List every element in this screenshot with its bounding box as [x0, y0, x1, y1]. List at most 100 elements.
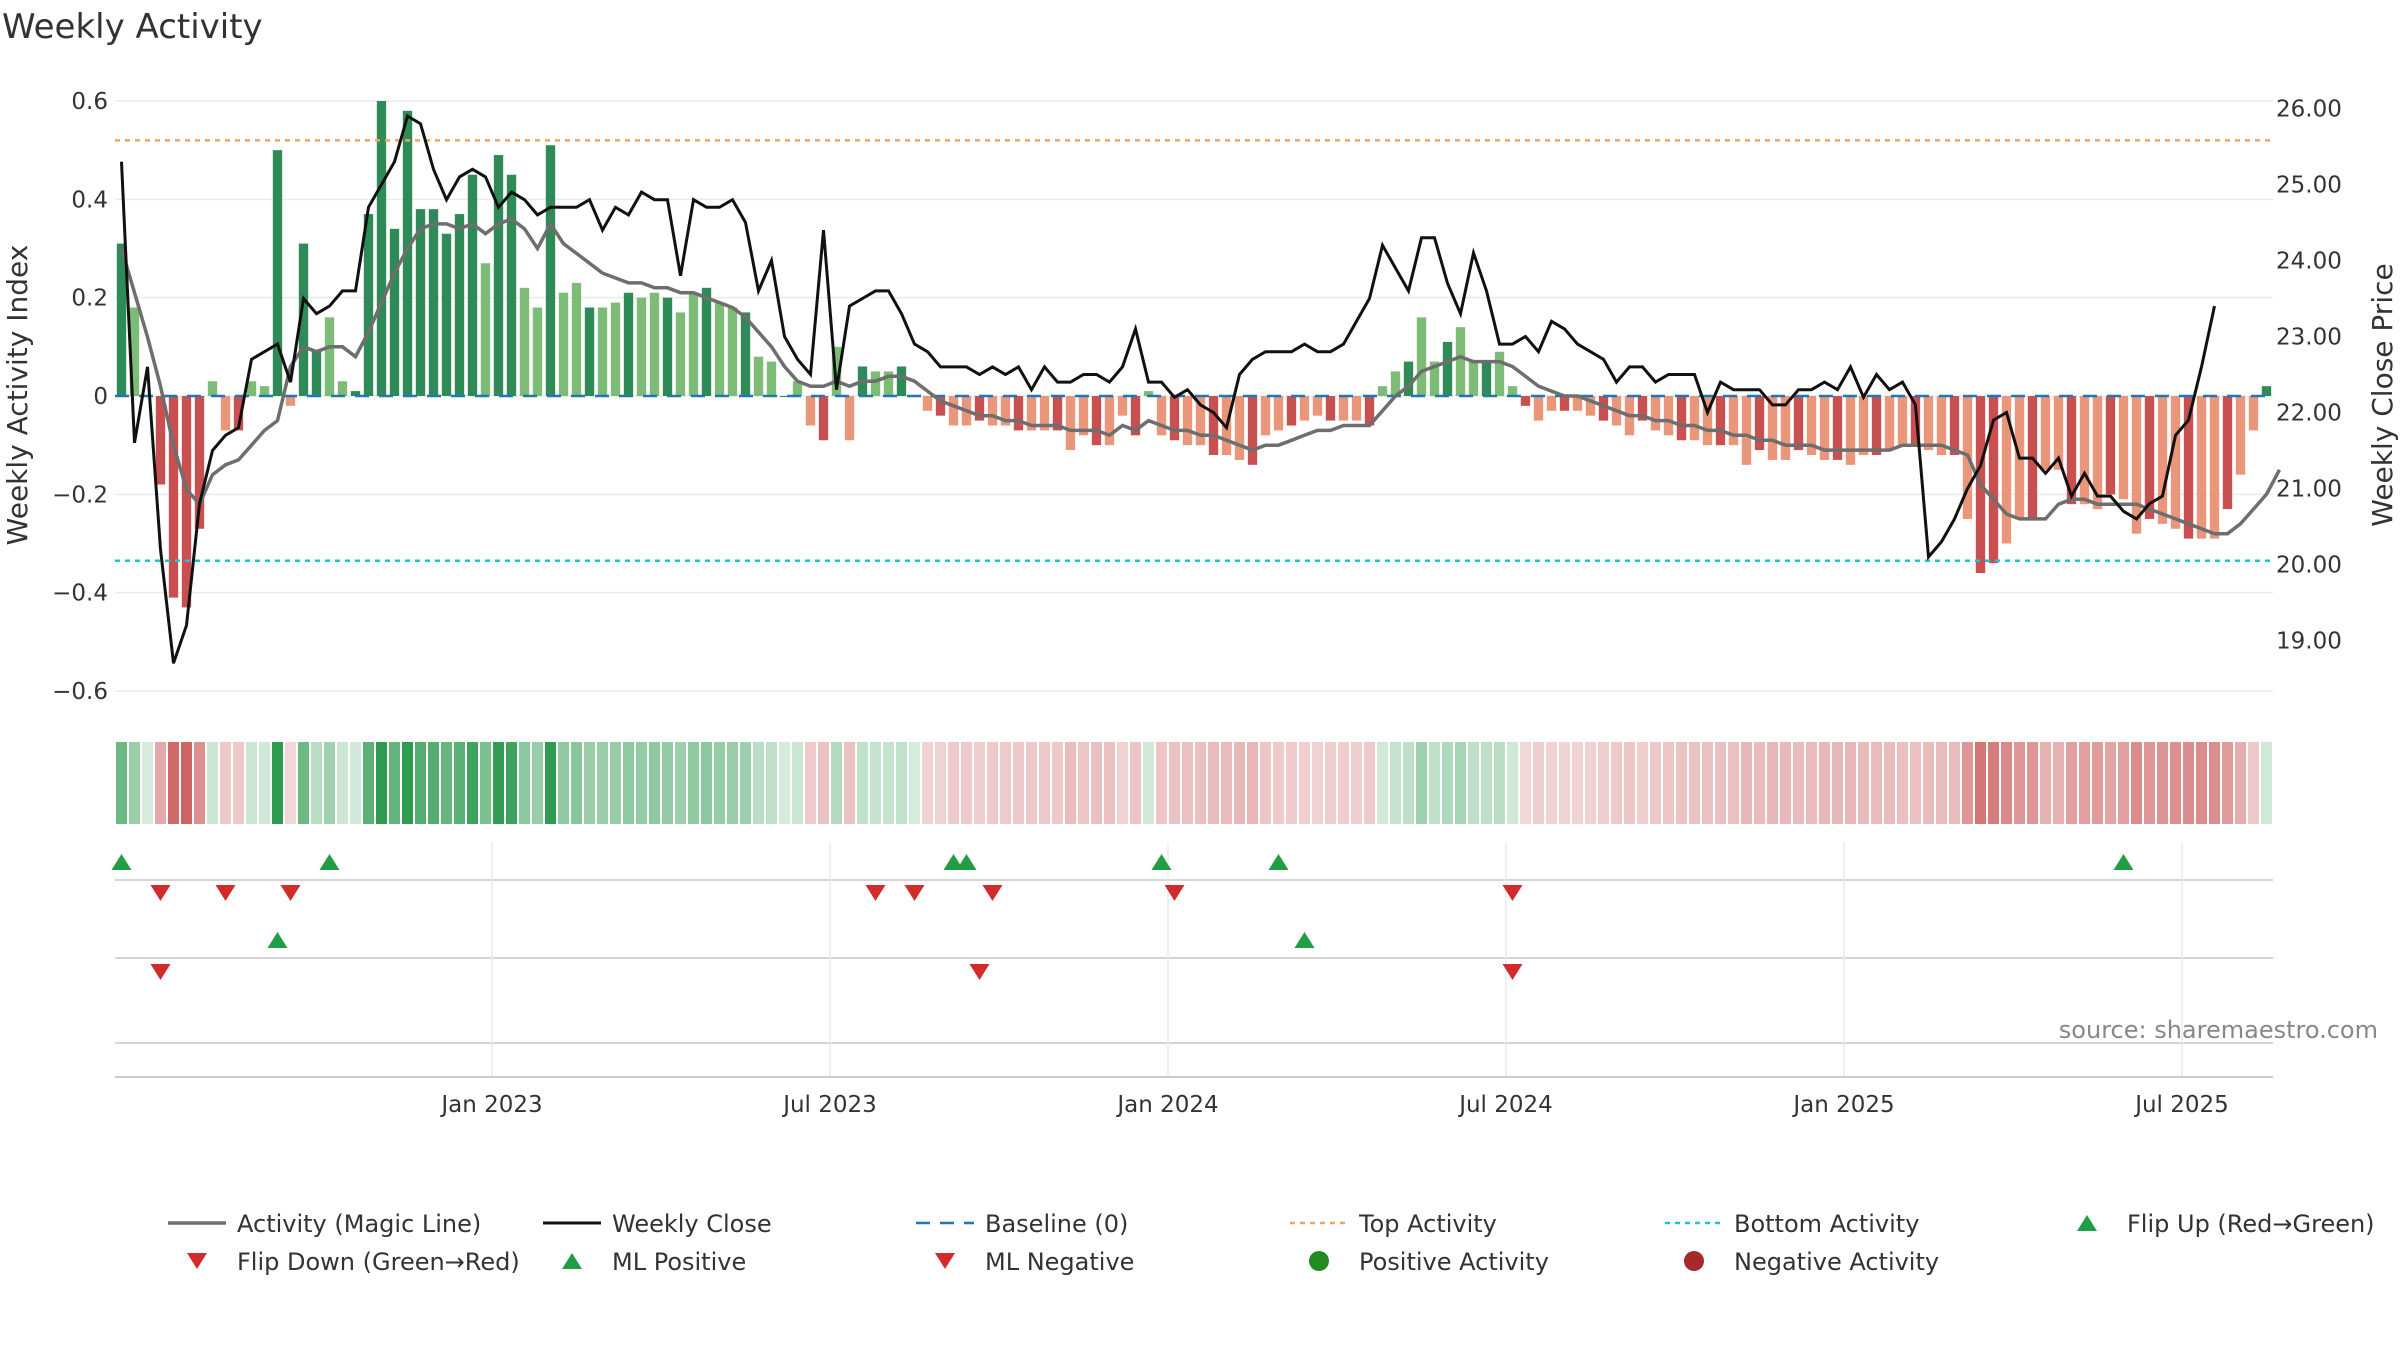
heat-cell [129, 742, 140, 824]
activity-bar [1143, 391, 1154, 396]
heat-cell [1234, 742, 1245, 824]
y2-tick-label: 19.00 [2276, 629, 2342, 655]
heat-cell [1455, 742, 1466, 824]
heat-cell [1689, 742, 1700, 824]
heat-cell [545, 742, 556, 824]
activity-bar [376, 100, 387, 396]
activity-bar [1546, 396, 1557, 411]
heat-cell [1884, 742, 1895, 824]
activity-bar [389, 228, 400, 396]
activity-bar [2196, 396, 2207, 539]
heat-cell [1039, 742, 1050, 824]
activity-bar [363, 214, 374, 396]
activity-bar [1598, 396, 1609, 421]
activity-bar [1897, 396, 1908, 446]
heat-cell [1091, 742, 1102, 824]
activity-bar [2144, 396, 2155, 519]
activity-bar [298, 243, 309, 396]
y2-tick-label: 22.00 [2276, 401, 2342, 427]
legend-triangle-up-icon [2077, 1215, 2097, 1231]
ml-positive-marker [1268, 854, 1289, 870]
heat-cell [2079, 742, 2090, 824]
legend-label: Positive Activity [1359, 1248, 1549, 1276]
activity-bar [285, 396, 296, 406]
heat-cell [1442, 742, 1453, 824]
legend-label: Top Activity [1358, 1210, 1497, 1238]
heat-cell [1832, 742, 1843, 824]
heat-cell [1182, 742, 1193, 824]
heat-cell [1650, 742, 1661, 824]
activity-bar [402, 110, 413, 397]
activity-bar [246, 381, 257, 396]
legend-circle-green-icon [1309, 1251, 1329, 1271]
activity-bars [116, 100, 2272, 608]
activity-bar [714, 302, 725, 396]
activity-bar [1650, 396, 1661, 431]
left-y-axis-label: Weekly Activity Index [1, 245, 34, 546]
activity-bar [1156, 396, 1167, 436]
activity-bar [1104, 396, 1115, 446]
heat-cell [1468, 742, 1479, 824]
heat-cell [1754, 742, 1765, 824]
heat-cell [1052, 742, 1063, 824]
x-tick-label: Jan 2024 [1115, 1092, 1218, 1118]
heat-cell [1494, 742, 1505, 824]
heat-cell [1676, 742, 1687, 824]
activity-bar [1507, 386, 1518, 396]
activity-bar [1767, 396, 1778, 460]
heat-cell [1377, 742, 1388, 824]
activity-bar [116, 243, 127, 396]
heat-cell [1572, 742, 1583, 824]
heat-cell [246, 742, 257, 824]
activity-bar [1013, 396, 1024, 431]
heat-cell [974, 742, 985, 824]
heat-cell [1533, 742, 1544, 824]
activity-bar [1169, 396, 1180, 441]
heat-cell [961, 742, 972, 824]
activity-bar [337, 381, 348, 396]
heat-cell [428, 742, 439, 824]
heat-cell [2144, 742, 2155, 824]
activity-bar [1052, 396, 1063, 431]
heat-cell [1325, 742, 1336, 824]
heat-cell [480, 742, 491, 824]
activity-bar [1481, 361, 1492, 396]
heat-cell [194, 742, 205, 824]
activity-bar [2105, 396, 2116, 495]
activity-bar [454, 214, 465, 396]
heat-cell [1949, 742, 1960, 824]
activity-bar [441, 233, 452, 396]
heat-cell [1806, 742, 1817, 824]
heat-cell [532, 742, 543, 824]
activity-bar [1364, 396, 1375, 426]
heat-cell [1507, 742, 1518, 824]
legend-label: Bottom Activity [1734, 1210, 1919, 1238]
activity-bar [792, 381, 803, 396]
activity-bar [1884, 396, 1895, 451]
heat-cell [779, 742, 790, 824]
activity-bar [1923, 396, 1934, 451]
ml-positive-marker [2113, 854, 2134, 870]
activity-bar [1377, 386, 1388, 396]
heat-cell [870, 742, 881, 824]
heat-cell [948, 742, 959, 824]
x-tick-label: Jan 2025 [1791, 1092, 1894, 1118]
y2-tick-label: 25.00 [2276, 173, 2342, 199]
heat-cell [298, 742, 309, 824]
heat-cell [1104, 742, 1115, 824]
activity-bar [2235, 396, 2246, 475]
heat-cell [2248, 742, 2259, 824]
heat-cell [519, 742, 530, 824]
heat-cell [389, 742, 400, 824]
heat-cell [2209, 742, 2220, 824]
activity-bar [1195, 396, 1206, 446]
legend-triangle-up-icon [562, 1253, 582, 1269]
activity-bar [597, 307, 608, 396]
flip-down-marker [1502, 964, 1523, 980]
y2-tick-label: 20.00 [2276, 553, 2342, 579]
activity-bar [1936, 396, 1947, 456]
heat-cell [1247, 742, 1258, 824]
heat-cell [259, 742, 270, 824]
ml-positive-marker [1151, 854, 1172, 870]
heat-cell [2222, 742, 2233, 824]
